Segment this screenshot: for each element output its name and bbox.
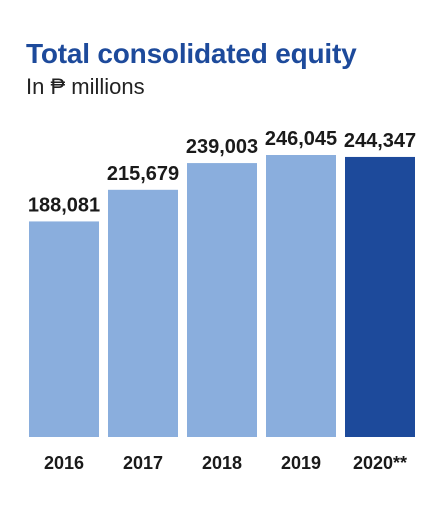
- bars-group: [29, 155, 415, 438]
- x-tick-label-2016: 2016: [44, 453, 84, 473]
- value-labels-group: 188,081 215,679 239,003 246,045 244,347: [28, 128, 416, 216]
- bar-2017: [108, 189, 178, 437]
- value-label-2020: 244,347: [344, 130, 416, 152]
- bar-2020: [345, 156, 415, 437]
- bar-2018: [187, 163, 257, 438]
- bar-2016: [29, 221, 99, 437]
- x-tick-label-2017: 2017: [123, 453, 163, 473]
- x-tick-label-2018: 2018: [202, 453, 242, 473]
- bar-2019: [266, 155, 336, 437]
- value-label-2019: 246,045: [265, 128, 337, 150]
- chart-title: Total consolidated equity: [26, 38, 357, 69]
- chart-subtitle: In ₱ millions: [26, 74, 145, 99]
- x-tick-label-2020: 2020**: [353, 453, 407, 473]
- tick-labels-group: 2016 2017 2018 2019 2020**: [44, 453, 407, 473]
- x-tick-label-2019: 2019: [281, 453, 321, 473]
- value-label-2018: 239,003: [186, 136, 258, 158]
- value-label-2016: 188,081: [28, 194, 100, 216]
- value-label-2017: 215,679: [107, 163, 179, 185]
